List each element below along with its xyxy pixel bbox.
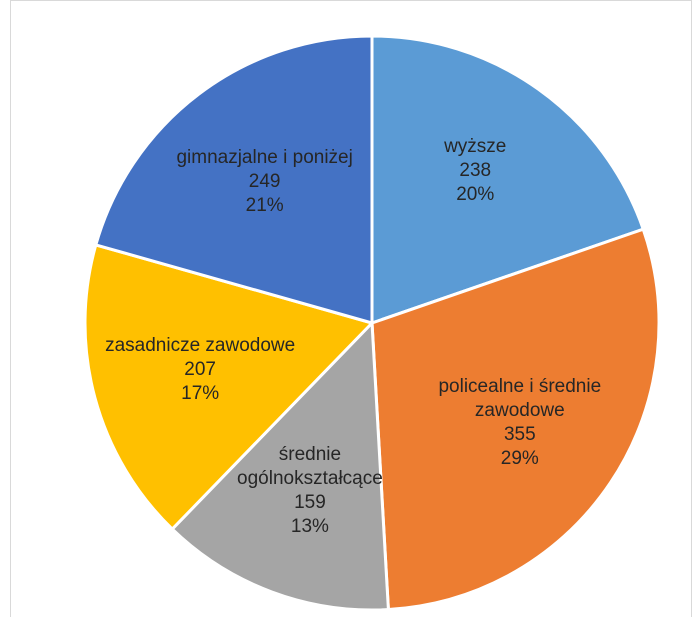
slice-percent-text: 21% (246, 195, 284, 216)
slice-value-text: 249 (249, 171, 281, 192)
pie-slice-label: średnie ogólnokształcące 159 13% (237, 444, 383, 537)
slice-category-text: zawodowe (475, 400, 565, 421)
slice-category-text: ogólnokształcące (237, 468, 383, 489)
pie-slice (170, 321, 390, 612)
pie-slice-label: policealne i średnie zawodowe 355 29% (438, 376, 601, 469)
slice-category-text: wyższe (443, 136, 506, 157)
slice-category-text: gimnazjalne i poniżej (176, 147, 352, 168)
slice-value-text: 238 (459, 160, 491, 181)
pie-labels: wyższe 238 20% policealne i średnie zawodowe… (105, 136, 601, 537)
slice-value-text: 207 (184, 359, 216, 380)
slice-percent-text: 20% (456, 184, 494, 205)
slice-percent-text: 29% (501, 448, 539, 469)
slice-value-text: 159 (294, 492, 326, 513)
pie-slices (83, 34, 661, 612)
pie-slice-label: gimnazjalne i poniżej 249 21% (176, 147, 352, 216)
slice-category-text: policealne i średnie (438, 376, 601, 397)
pie-slice (94, 34, 374, 325)
slice-percent-text: 13% (291, 516, 329, 537)
slice-percent-text: 17% (181, 383, 219, 404)
pie-slice-label: wyższe 238 20% (443, 136, 506, 205)
slice-category-text: średnie (279, 444, 341, 465)
slice-value-text: 355 (504, 424, 536, 445)
pie-slice-label: zasadnicze zawodowe 207 17% (105, 335, 295, 404)
pie-slice (83, 243, 374, 531)
slice-category-text: zasadnicze zawodowe (105, 335, 295, 356)
pie-slice (370, 227, 661, 612)
